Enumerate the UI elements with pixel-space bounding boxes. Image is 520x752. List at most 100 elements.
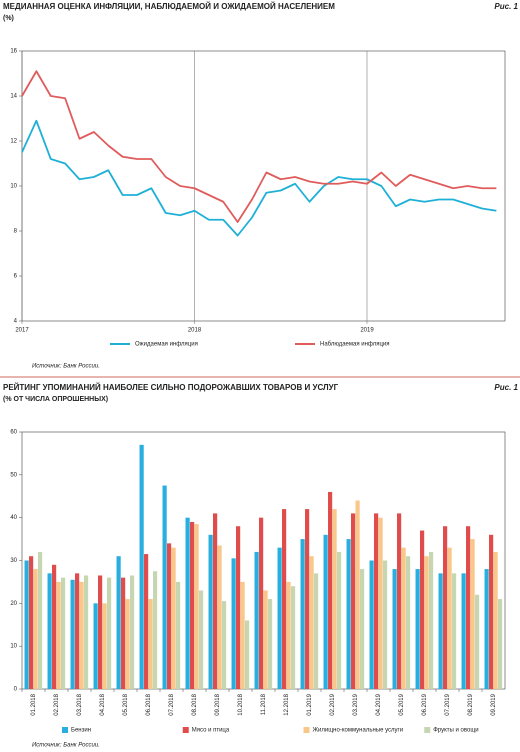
bar: [470, 539, 475, 689]
bar: [405, 556, 411, 689]
bar: [328, 491, 333, 689]
bar: [378, 517, 383, 689]
bar: [466, 526, 471, 689]
bar: [382, 560, 388, 689]
y-tick-label: 50: [10, 472, 17, 478]
bar: [259, 517, 264, 689]
y-tick-label: 20: [10, 601, 17, 607]
chart-title: МЕДИАННАЯ ОЦЕНКА ИНФЛЯЦИИ, НАБЛЮДАЕМОЙ И…: [3, 2, 335, 11]
bar: [231, 558, 236, 689]
bar: [171, 547, 176, 689]
bar: [420, 530, 425, 689]
bar: [474, 594, 480, 689]
y-tick-label: 6: [14, 274, 18, 280]
bar: [194, 524, 199, 689]
bar: [282, 509, 287, 689]
legend-swatch: [182, 727, 189, 733]
y-tick-label: 16: [10, 49, 17, 55]
bar: [401, 547, 406, 689]
bar: [443, 526, 448, 689]
x-tick-label: 03.2019: [353, 693, 359, 715]
bar: [244, 620, 250, 689]
x-tick-label: 09.2018: [215, 693, 221, 715]
bar: [29, 556, 34, 689]
figure-label: Рис. 1: [494, 383, 518, 392]
y-tick-label: 12: [10, 139, 17, 145]
bar: [217, 545, 222, 689]
bar: [52, 564, 57, 689]
bar: [305, 509, 310, 689]
legend-swatch: [424, 727, 431, 733]
legend-label: Фрукты и овощи: [433, 728, 478, 734]
bar: [116, 556, 121, 689]
bar: [323, 534, 328, 689]
bar: [37, 551, 43, 689]
bar: [162, 485, 167, 689]
bar: [106, 577, 112, 689]
legend-swatch: [62, 727, 68, 733]
y-tick-label: 40: [10, 515, 17, 521]
bar: [392, 569, 397, 689]
x-tick-label: 2019: [360, 328, 374, 334]
bar: [33, 569, 38, 689]
bar: [309, 556, 314, 689]
bar: [144, 554, 149, 689]
legend-label: Бензин: [71, 728, 91, 734]
x-tick-label: 05.2018: [123, 693, 129, 715]
bar: [332, 509, 337, 689]
x-tick-label: 08.2018: [192, 693, 198, 715]
bar: [83, 575, 89, 689]
y-tick-label: 0: [14, 687, 18, 693]
bar: [351, 513, 356, 689]
bar: [56, 581, 61, 689]
bar: [300, 539, 305, 689]
x-tick-label: 05.2019: [399, 693, 405, 715]
chart-subtitle: (%): [3, 15, 14, 22]
bar: [190, 521, 195, 689]
x-tick-label: 06.2019: [422, 693, 428, 715]
bar: [493, 551, 498, 689]
y-tick-label: 4: [14, 319, 18, 325]
x-tick-label: 01.2018: [31, 693, 37, 715]
bar: [139, 444, 144, 689]
bar: [129, 575, 135, 689]
x-tick-label: 10.2018: [238, 693, 244, 715]
x-tick-label: 11.2018: [261, 693, 267, 715]
y-tick-label: 10: [10, 644, 17, 650]
bar: [397, 513, 402, 689]
bar: [369, 560, 374, 689]
bar: [451, 573, 457, 689]
line-series: [21, 70, 497, 223]
y-tick-label: 14: [10, 94, 17, 100]
bar: [93, 603, 98, 689]
x-tick-label: 04.2018: [100, 693, 106, 715]
legend-label: Мясо и птица: [192, 728, 230, 734]
bar: [213, 513, 218, 689]
bar: [267, 599, 273, 689]
bar: [497, 599, 503, 689]
y-tick-label: 60: [10, 430, 17, 436]
line-series: [21, 119, 497, 237]
bar: [424, 556, 429, 689]
bar: [415, 569, 420, 689]
bar: [336, 551, 342, 689]
bar: [489, 534, 494, 689]
bar: [148, 599, 153, 689]
x-tick-label: 2017: [15, 328, 29, 334]
x-tick-label: 06.2018: [146, 693, 152, 715]
bar: [79, 581, 84, 689]
bar: [185, 517, 190, 689]
x-tick-label: 09.2019: [491, 693, 497, 715]
bar: [240, 581, 245, 689]
legend-label: Жилищно-коммунальные услуги: [313, 728, 404, 734]
bar: [290, 586, 296, 689]
bar: [313, 573, 319, 689]
bar: [75, 573, 80, 689]
bar: [121, 577, 126, 689]
source-note: Источник: Банк России.: [32, 743, 100, 749]
bar: [167, 543, 172, 689]
bar: [355, 500, 360, 689]
bar: [221, 601, 227, 689]
bar: [346, 539, 351, 689]
